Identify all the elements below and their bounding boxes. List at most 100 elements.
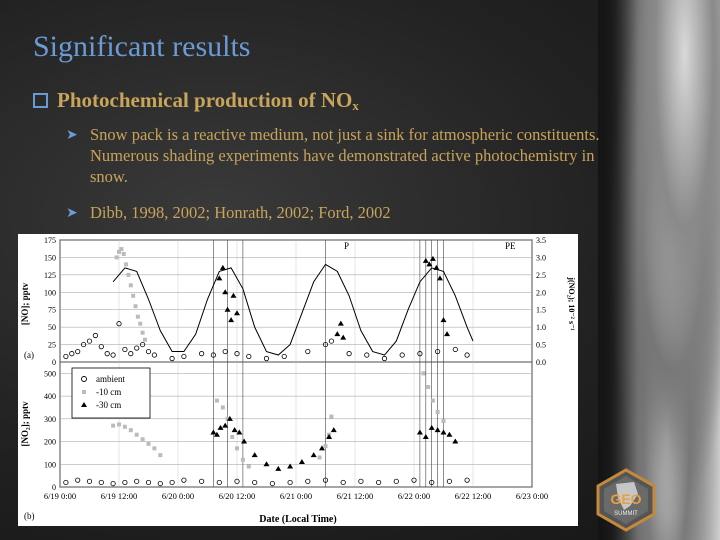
- arrow-bullet-icon: ➤: [66, 206, 78, 221]
- panel-a-ylabel: [NO]; pptv: [20, 282, 30, 325]
- point-10cm-no2: [246, 464, 251, 469]
- point-ambient-no2: [375, 479, 382, 486]
- point-30cm-no2: [318, 445, 325, 451]
- tick-label-b: 0: [52, 483, 56, 492]
- point-ambient-no2: [464, 477, 470, 483]
- legend-30cm: -30 cm: [96, 400, 121, 410]
- point-30cm-no2: [287, 463, 294, 469]
- point-30cm-no: [433, 264, 440, 270]
- point-ambient-no: [110, 352, 116, 358]
- point-ambient-no: [140, 341, 146, 348]
- main-bullet: Photochemical production of NO x: [33, 88, 359, 113]
- tick-label-a: 50: [48, 323, 56, 332]
- point-10cm-no2: [441, 419, 446, 424]
- point-10cm-no: [119, 247, 124, 252]
- tick-label-a: 0: [52, 358, 56, 367]
- point-30cm-no: [444, 331, 451, 337]
- point-30cm-no2: [241, 438, 248, 444]
- logo-text-summit: SUMMIT: [614, 511, 638, 517]
- panel-b-ylabel: [NO₂]; pptv: [20, 401, 30, 446]
- point-10cm-no2: [435, 410, 440, 414]
- legend-30cm-marker: [81, 402, 87, 407]
- point-30cm-no2: [428, 424, 435, 430]
- x-tick-label: 6/22 0:00: [398, 491, 430, 501]
- panel-a-y2label: j(NO₂); 10⁻² s⁻¹: [567, 276, 576, 331]
- point-ambient-no: [181, 353, 187, 360]
- tick-label-a: 100: [44, 288, 56, 297]
- point-ambient-no: [464, 352, 470, 358]
- point-30cm-no2: [310, 452, 317, 458]
- tick-label-b: 100: [44, 460, 56, 469]
- point-30cm-no: [216, 275, 223, 281]
- point-30cm-no: [429, 255, 436, 261]
- sub-bullet-2: ➤ Dibb, 1998, 2002; Honrath, 2002; Ford,…: [66, 202, 611, 224]
- point-10cm-no2: [111, 423, 116, 428]
- point-30cm-no: [422, 257, 429, 263]
- point-ambient-no2: [110, 480, 116, 487]
- main-bullet-subscript: x: [352, 97, 359, 113]
- data-marks: [63, 247, 474, 487]
- point-ambient-no2: [199, 478, 205, 484]
- tick-label-a2: 3.0: [536, 253, 546, 262]
- point-30cm-no2: [217, 424, 224, 430]
- point-10cm-no2: [430, 398, 435, 403]
- point-ambient-no: [281, 353, 287, 360]
- point-ambient-no2: [358, 478, 364, 484]
- point-ambient-no2: [98, 479, 104, 486]
- chart-figure: 0 25 50 75 100 125 150 175 0.0 0.5 1.0 1.5 2.0 2.5 3.0…: [18, 234, 578, 526]
- point-ambient-no: [234, 351, 240, 357]
- point-10cm-no2: [152, 446, 157, 451]
- point-10cm-no: [117, 249, 121, 254]
- point-30cm-no2: [298, 459, 305, 464]
- point-10cm-no2: [240, 457, 245, 462]
- tick-label-a: 75: [48, 306, 56, 315]
- point-ambient-no: [75, 348, 81, 355]
- point-30cm-no2: [275, 465, 282, 471]
- point-30cm-no2: [251, 452, 258, 458]
- point-ambient-no: [364, 352, 370, 358]
- gridlines: [59, 239, 533, 488]
- point-10cm-no2: [122, 424, 127, 429]
- point-10cm-no2: [128, 428, 133, 433]
- chart-svg: 0 25 50 75 100 125 150 175 0.0 0.5 1.0 1.5 2.0 2.5 3.0…: [20, 236, 576, 525]
- annotation-pe: PE: [505, 241, 516, 251]
- point-ambient-no: [151, 352, 157, 358]
- point-ambient-no: [222, 348, 228, 355]
- sub-bullet-2-text: Dibb, 1998, 2002; Honrath, 2002; Ford, 2…: [90, 203, 391, 222]
- point-30cm-no2: [446, 431, 453, 437]
- point-ambient-no: [169, 355, 175, 362]
- tick-label-b: 500: [44, 369, 56, 378]
- point-ambient-no: [305, 348, 311, 355]
- slide-title: Significant results: [33, 30, 251, 63]
- point-ambient-no2: [322, 477, 329, 483]
- x-tick-label: 6/19 12:00: [101, 491, 138, 501]
- legend-ambient-marker: [81, 376, 87, 382]
- sub-bullet-1: ➤ Snow pack is a reactive medium, not ju…: [66, 124, 611, 187]
- legend-ambient: ambient: [96, 374, 125, 384]
- point-ambient-no: [246, 353, 252, 360]
- point-10cm-no2: [317, 455, 322, 460]
- point-30cm-no2: [452, 438, 459, 444]
- point-30cm-no2: [330, 427, 337, 433]
- point-10cm-no2: [426, 385, 431, 389]
- x-tick-label: 6/19 0:00: [44, 491, 76, 501]
- point-10cm-no2: [323, 444, 328, 449]
- point-ambient-no: [145, 348, 152, 355]
- point-30cm-no2: [222, 422, 229, 428]
- point-30cm-no: [224, 306, 231, 312]
- point-ambient-no: [328, 338, 334, 344]
- point-10cm-no: [138, 321, 143, 326]
- x-tick-label: 6/20 12:00: [219, 491, 256, 501]
- arrow-bullet-icon: ➤: [66, 128, 78, 143]
- point-ambient-no2: [269, 480, 275, 487]
- point-30cm-no: [334, 331, 341, 337]
- point-10cm-no: [121, 251, 126, 256]
- panel-a-label: (a): [24, 350, 34, 360]
- point-ambient-no: [80, 341, 87, 348]
- point-30cm-no2: [416, 429, 423, 435]
- x-tick-label: 6/23 0:00: [516, 491, 548, 501]
- point-10cm-no: [133, 304, 138, 309]
- tick-label-a2: 0.0: [536, 358, 546, 367]
- point-ambient-no2: [234, 478, 240, 484]
- point-ambient-no2: [181, 477, 187, 483]
